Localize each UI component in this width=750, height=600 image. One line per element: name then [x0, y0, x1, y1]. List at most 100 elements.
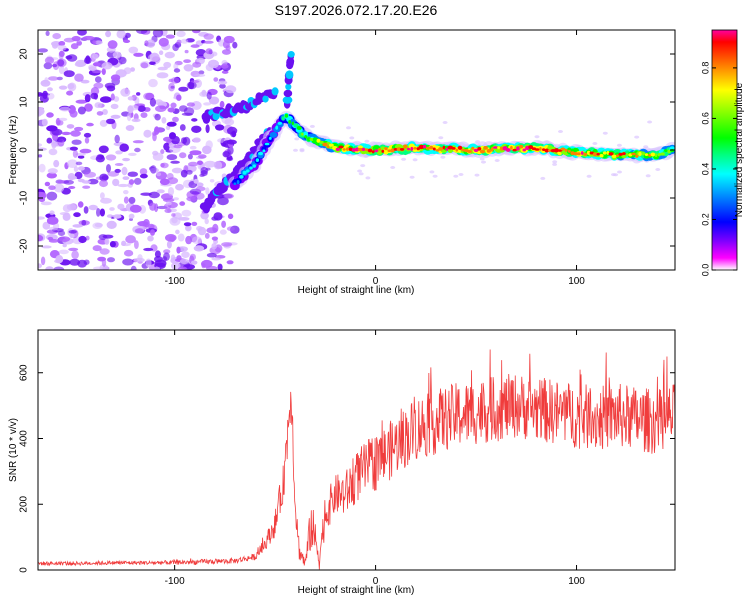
noise-blob	[129, 204, 142, 213]
ridge-blob	[490, 147, 494, 152]
noise-blob	[70, 43, 79, 50]
ridge-blob	[518, 144, 524, 149]
ridge-blob	[577, 152, 581, 156]
noise-blob	[84, 56, 92, 65]
noise-blob	[165, 34, 175, 39]
noise-blob	[42, 221, 51, 230]
ridge-blob	[457, 145, 463, 150]
ridge-blob	[390, 148, 395, 153]
ridge-blob	[512, 148, 517, 152]
noise-blob	[117, 183, 129, 188]
ridge-blob	[477, 147, 482, 151]
noise-blob	[82, 185, 91, 189]
noise-blob	[156, 72, 169, 79]
ridge-blob	[631, 152, 636, 156]
ridge-blob	[262, 149, 266, 153]
noise-blob	[86, 122, 94, 127]
noise-blob	[47, 92, 55, 100]
noise-blob	[208, 96, 220, 105]
noise-blob	[158, 128, 164, 133]
faint-blob	[645, 174, 651, 178]
noise-blob	[100, 197, 112, 204]
y-tick-label: 200	[19, 495, 30, 512]
ridge-blob	[650, 152, 656, 157]
y-tick-label: 10	[19, 96, 30, 108]
noise-blob	[180, 38, 189, 44]
noise-blob	[44, 56, 55, 64]
noise-blob	[123, 39, 131, 43]
noise-blob	[45, 266, 54, 270]
noise-blob	[204, 218, 209, 225]
noise-blob	[98, 145, 109, 154]
noise-blob	[166, 154, 178, 161]
ridge-blob	[564, 148, 568, 152]
ridge-blob	[303, 131, 309, 137]
ridge-blob	[399, 148, 405, 151]
noise-blob	[191, 118, 198, 122]
noise-blob	[127, 171, 138, 177]
ridge-blob	[596, 152, 600, 156]
noise-blob	[165, 201, 172, 206]
faint-blob	[552, 160, 558, 164]
noise-blob	[187, 153, 193, 160]
noise-blob	[221, 49, 232, 55]
ridge-blob	[296, 126, 302, 130]
noise-blob	[154, 266, 160, 270]
ridge-blob	[413, 147, 417, 150]
ridge-blob	[425, 146, 430, 150]
noise-blob	[226, 226, 235, 231]
faint-blob	[586, 174, 592, 178]
noise-blob	[219, 100, 225, 109]
ridge-blob	[473, 148, 479, 152]
noise-blob	[170, 254, 176, 261]
noise-blob	[46, 172, 57, 179]
noise-blob	[181, 112, 193, 116]
ridge-blob	[505, 148, 511, 152]
y-tick-label: 600	[19, 364, 30, 381]
ridge-blob	[635, 154, 639, 158]
noise-blob	[84, 171, 96, 178]
ridge-blob	[641, 151, 645, 156]
noise-blob	[106, 164, 111, 173]
noise-blob	[162, 197, 175, 203]
noise-blob	[116, 30, 126, 39]
noise-blob	[68, 230, 77, 234]
noise-blob	[150, 229, 155, 236]
y-tick-label: 20	[19, 48, 30, 60]
ridge-blob	[534, 148, 540, 151]
noise-blob	[63, 70, 75, 78]
y-tick-label: 400	[19, 430, 30, 447]
noise-blob	[38, 216, 45, 220]
ridge-blob	[560, 147, 566, 151]
noise-blob	[171, 167, 183, 174]
colorbar-tick-label: 0.2	[700, 213, 710, 226]
ridge-blob	[618, 152, 623, 156]
noise-blob	[128, 179, 135, 185]
noise-blob	[205, 124, 210, 134]
noise-blob	[62, 212, 71, 221]
noise-blob	[208, 59, 219, 69]
noise-blob	[45, 30, 50, 36]
ridge-blob	[567, 149, 571, 153]
noise-blob	[58, 117, 68, 122]
noise-blob	[106, 118, 116, 125]
ridge-blob	[319, 140, 324, 144]
noise-blob	[95, 76, 102, 83]
ridge-blob	[367, 148, 373, 153]
noise-blob	[69, 146, 78, 151]
faint-blob	[540, 176, 546, 180]
ridge-blob	[542, 148, 546, 152]
noise-blob	[74, 126, 84, 132]
y-tick-label: -20	[19, 238, 30, 253]
ridge-blob	[239, 175, 244, 179]
noise-blob	[172, 116, 179, 123]
noise-blob	[73, 166, 79, 172]
noise-blob	[126, 112, 132, 122]
noise-blob	[224, 118, 235, 126]
noise-blob	[66, 124, 75, 129]
ridge-blob	[423, 144, 427, 149]
ridge-blob	[374, 149, 379, 153]
noise-blob	[203, 33, 214, 40]
noise-blob	[101, 175, 109, 181]
noise-blob	[219, 229, 227, 235]
